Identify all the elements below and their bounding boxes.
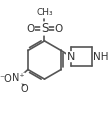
Text: ⁻O: ⁻O	[0, 74, 13, 84]
Text: N: N	[67, 52, 75, 62]
Text: O: O	[55, 24, 63, 33]
Text: CH₃: CH₃	[36, 8, 53, 17]
Text: O: O	[26, 24, 34, 33]
Text: N⁺: N⁺	[12, 73, 25, 83]
Text: S: S	[41, 22, 48, 35]
Text: NH: NH	[93, 52, 109, 62]
Text: O: O	[21, 84, 28, 94]
